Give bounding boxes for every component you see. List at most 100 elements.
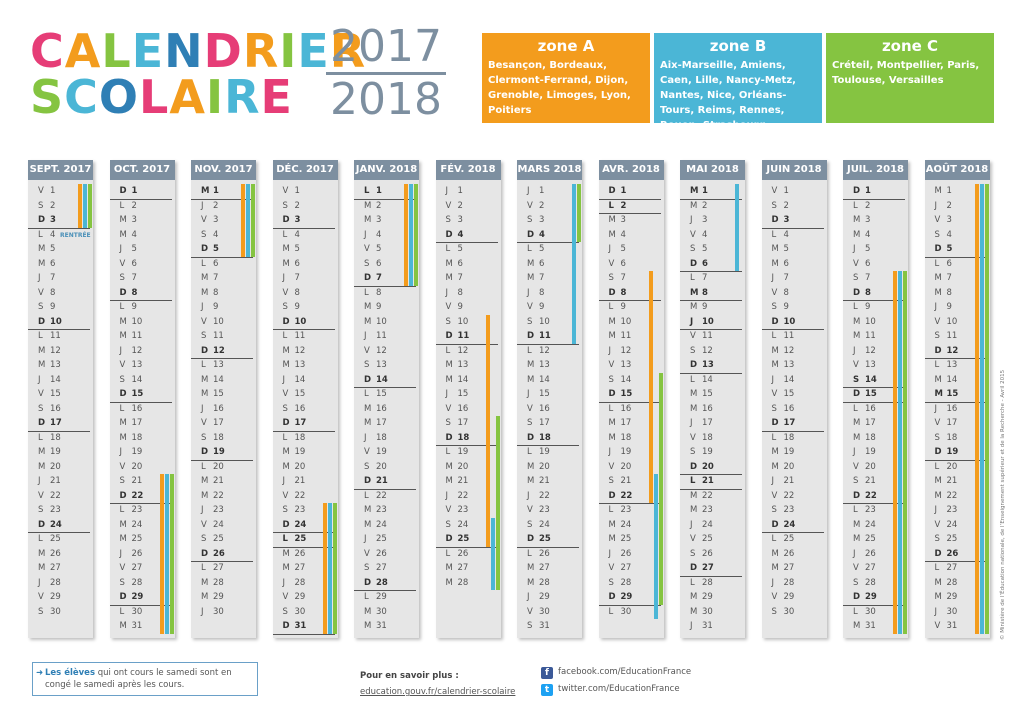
day-row: M 20: [273, 460, 335, 475]
day-number: 24: [865, 519, 876, 530]
weekday-letter: D: [119, 287, 127, 298]
day-row: V 13: [110, 358, 172, 373]
weekday-letter: L: [527, 345, 532, 356]
weekday-letter: S: [445, 316, 451, 327]
weekday-letter: V: [282, 592, 289, 602]
weekday-letter: J: [608, 447, 612, 457]
day-number: 14: [539, 374, 550, 385]
weekday-letter: V: [445, 302, 452, 312]
weekday-letter: V: [119, 360, 126, 370]
day-row: J 14: [762, 373, 824, 388]
day-row: J 19: [110, 445, 172, 460]
twitter-link[interactable]: twitter.com/EducationFrance: [558, 684, 680, 694]
weekday-letter: M: [853, 215, 861, 225]
day-number: 19: [865, 447, 876, 457]
day-number: 16: [620, 403, 632, 414]
weekday-letter: V: [608, 563, 615, 573]
day-row: J 16: [925, 402, 987, 417]
day-row: M 10: [599, 315, 661, 330]
day-number: 22: [213, 490, 224, 501]
day-row: D 10: [761, 315, 824, 330]
day-row: M 13: [762, 358, 824, 373]
weekday-letter: J: [690, 621, 693, 631]
weekday-letter: M: [119, 432, 127, 443]
day-row: L 25: [272, 532, 335, 548]
day-number: 1: [376, 186, 382, 196]
day-row: D 25: [435, 532, 498, 548]
day-number: 13: [946, 360, 958, 370]
day-number: 22: [783, 490, 795, 501]
day-row: J 21: [762, 474, 824, 489]
day-number: 12: [50, 345, 61, 356]
weekday-letter: S: [201, 331, 207, 341]
day-row: M 27: [28, 561, 90, 576]
weekday-letter: S: [445, 519, 451, 530]
weekday-letter: S: [282, 200, 288, 211]
day-row: D 26: [191, 547, 253, 562]
more-link[interactable]: education.gouv.fr/calendrier-scolaire: [360, 687, 516, 697]
weekday-letter: S: [934, 534, 940, 544]
day-number: 14: [131, 374, 143, 385]
weekday-letter: V: [38, 389, 44, 399]
day-row: D 18: [435, 431, 498, 446]
day-number: 13: [213, 360, 224, 370]
weekday-letter: M: [38, 548, 46, 559]
day-row: J 18: [354, 431, 416, 446]
weekday-letter: V: [364, 244, 370, 254]
weekday-letter: V: [445, 505, 452, 515]
day-number: 30: [702, 606, 713, 617]
day-number: 17: [620, 418, 632, 428]
day-row: M 31: [354, 619, 416, 634]
weekday-letter: M: [38, 447, 46, 457]
weekday-letter: V: [38, 186, 44, 196]
weekday-letter: J: [771, 577, 775, 588]
holiday-bar-zone-b: [653, 474, 658, 619]
weekday-letter: M: [201, 273, 209, 283]
day-number: 27: [702, 563, 714, 573]
weekday-letter: M: [690, 403, 698, 414]
day-row: L 25: [762, 532, 824, 547]
weekday-letter: V: [934, 316, 941, 327]
weekday-letter: M: [282, 345, 290, 356]
day-number: 17: [865, 418, 876, 428]
weekday-letter: S: [771, 505, 777, 515]
day-number: 18: [376, 432, 387, 443]
weekday-letter: M: [445, 374, 453, 385]
day-number: 15: [539, 389, 550, 399]
day-row: S 18: [925, 431, 987, 446]
weekday-letter: J: [853, 244, 856, 254]
day-number: 8: [131, 287, 138, 298]
weekday-letter: L: [201, 563, 206, 573]
day-number: 16: [702, 403, 713, 414]
day-row: M 21: [925, 474, 987, 489]
day-number: 27: [376, 563, 387, 573]
day-row: D 24: [761, 518, 824, 533]
day-row: J 28: [273, 576, 335, 591]
day-number: 12: [294, 345, 306, 356]
day-number: 26: [131, 548, 143, 559]
day-row: S 21: [599, 474, 661, 489]
weekday-letter: M: [119, 215, 127, 225]
day-row: V 27: [110, 561, 172, 576]
day-row: M 17: [599, 416, 661, 431]
facebook-link[interactable]: facebook.com/EducationFrance: [558, 667, 692, 677]
weekday-letter: M: [364, 621, 372, 631]
day-row: D 12: [924, 344, 987, 359]
day-row: S 28: [599, 576, 661, 591]
weekday-letter: M: [771, 461, 779, 472]
day-row: J 12: [843, 344, 905, 359]
weekday-letter: D: [608, 389, 616, 399]
weekday-letter: J: [934, 200, 938, 211]
day-number: 27: [457, 563, 469, 573]
day-number: 9: [539, 302, 545, 312]
day-number: 5: [702, 244, 708, 254]
day-number: 11: [783, 331, 795, 341]
